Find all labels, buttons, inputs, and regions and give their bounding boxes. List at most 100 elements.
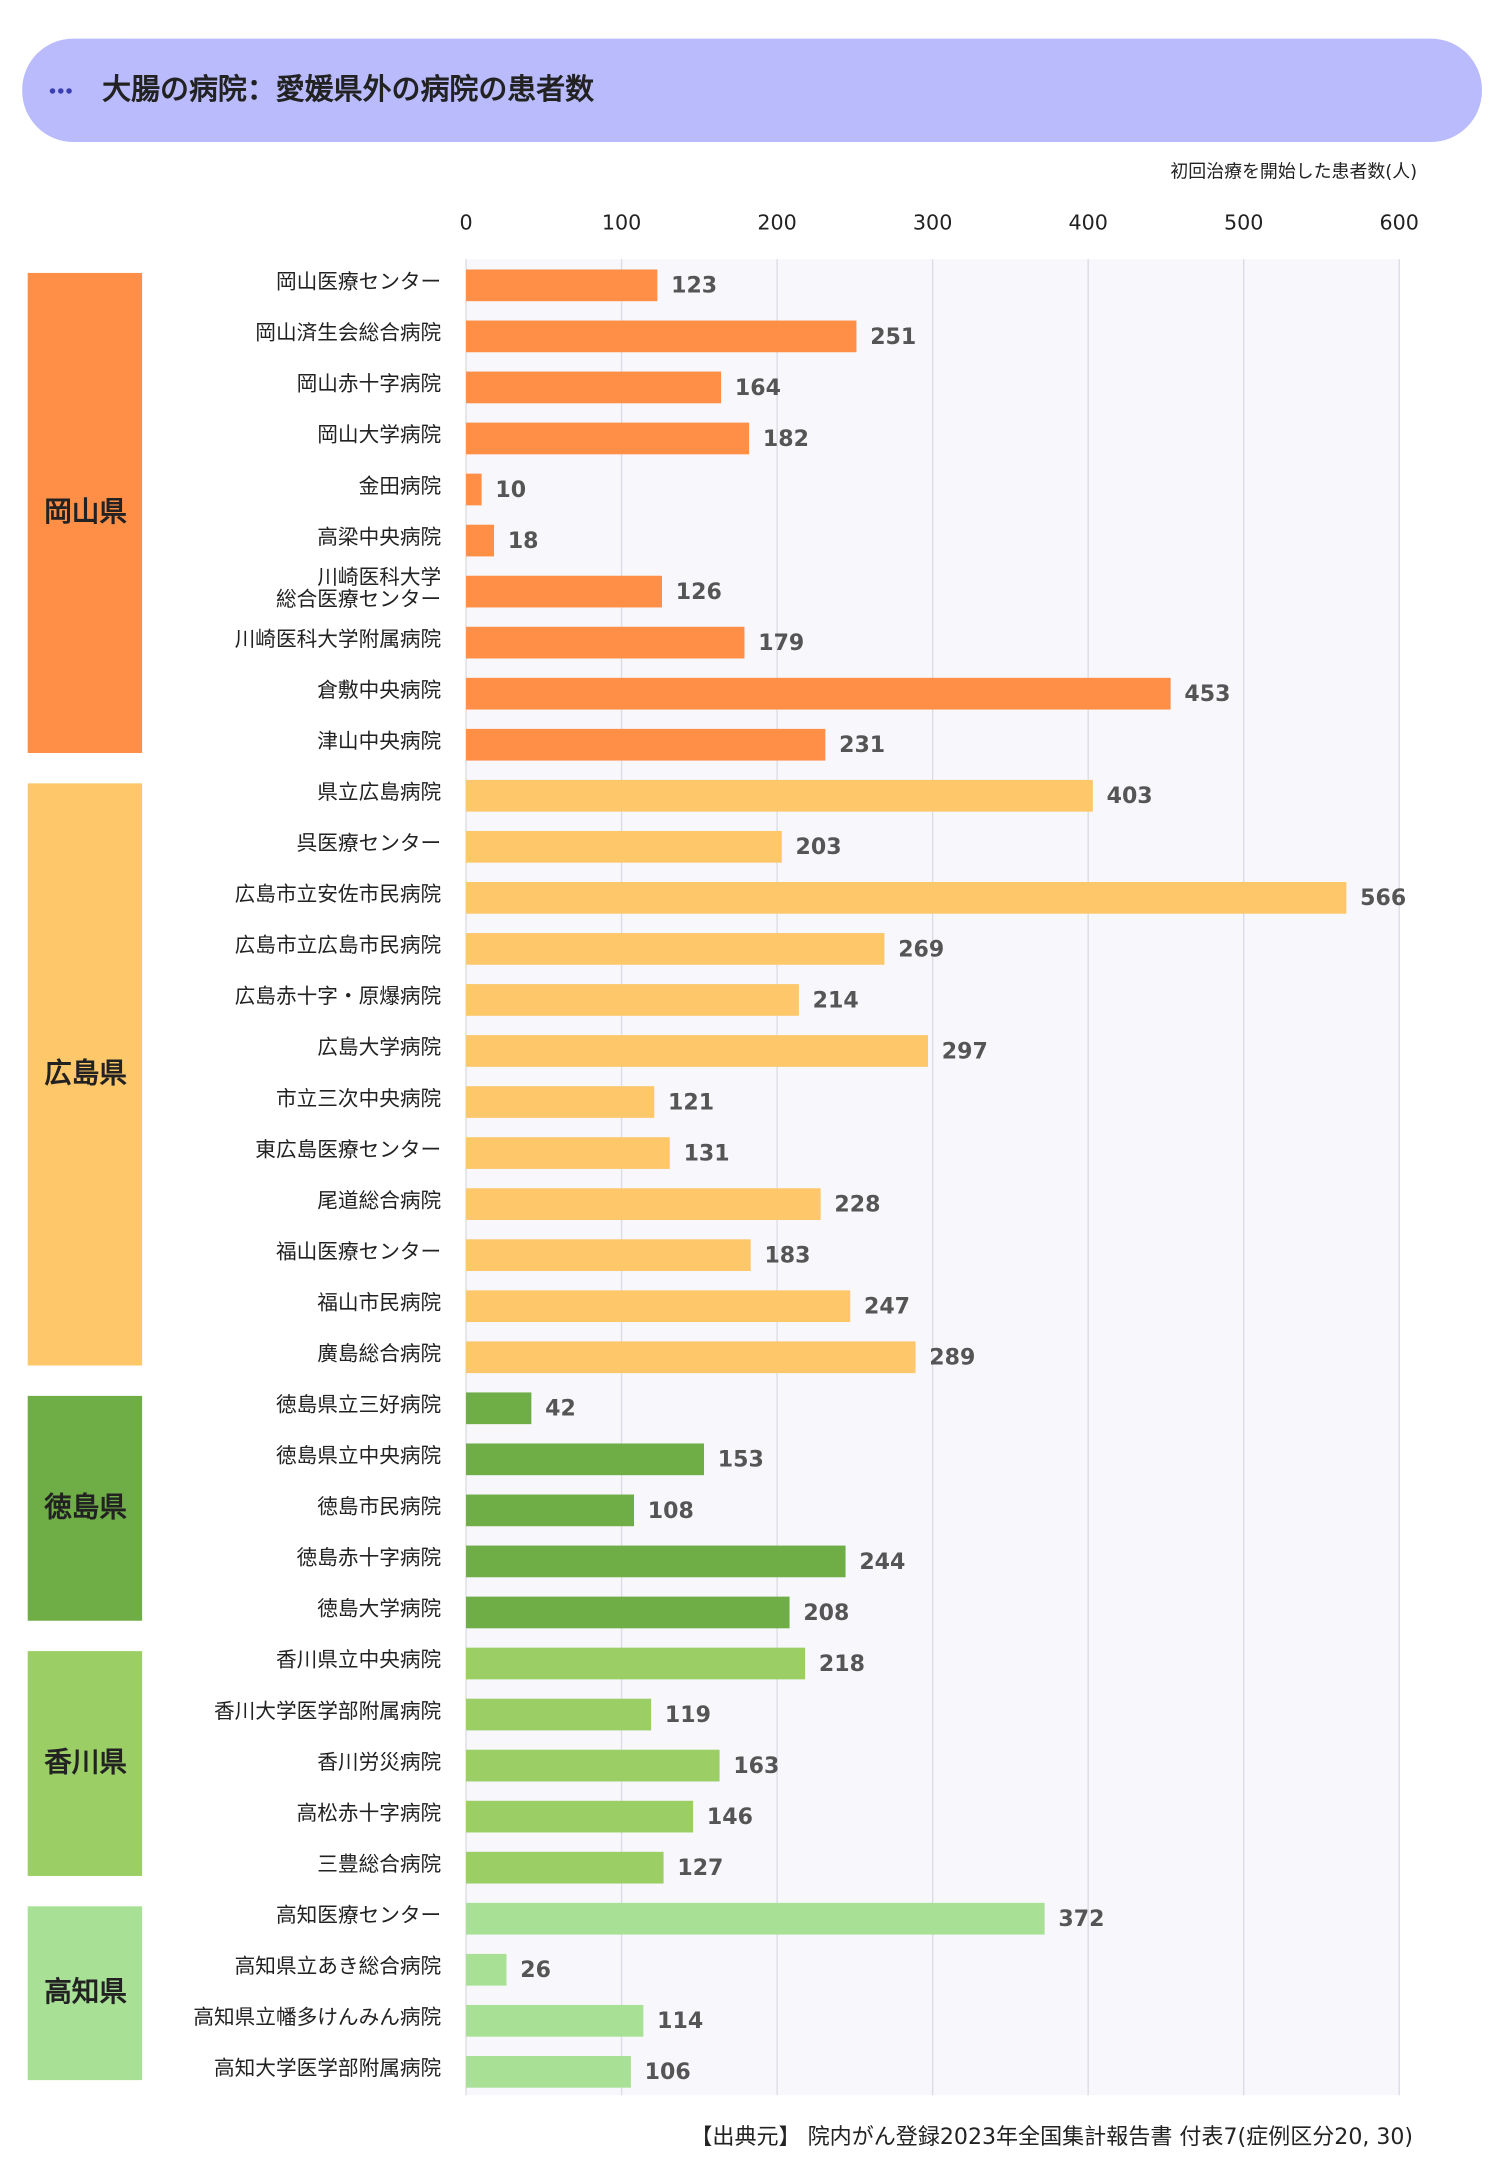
value-label: 203 [796, 835, 842, 860]
bar [466, 1647, 806, 1680]
category-label: 東広島医療センター [255, 1137, 441, 1161]
group-label: 徳島県 [43, 1491, 127, 1523]
value-label: 269 [898, 937, 944, 962]
category-label: 福山医療センター [276, 1239, 441, 1263]
category-label: 広島市立広島市民病院 [235, 933, 442, 957]
value-label: 214 [813, 988, 859, 1013]
x-tick-label: 600 [1380, 210, 1419, 234]
bar [466, 626, 745, 659]
bar [466, 1392, 532, 1425]
value-label: 42 [545, 1397, 576, 1422]
bar [466, 269, 658, 302]
category-label: 岡山大学病院 [317, 423, 441, 447]
category-label: 徳島県立中央病院 [276, 1444, 441, 1468]
category-label: 徳島県立三好病院 [276, 1393, 441, 1417]
group-block [27, 272, 143, 753]
group-block [27, 1395, 143, 1621]
bar [466, 677, 1171, 710]
value-label: 127 [677, 1856, 723, 1881]
bar [466, 1188, 821, 1220]
bar [466, 320, 857, 353]
bar [466, 1800, 694, 1833]
header [22, 38, 1482, 142]
value-label: 106 [645, 2060, 691, 2085]
value-label: 403 [1107, 784, 1153, 809]
category-label: 徳島市民病院 [317, 1495, 441, 1519]
x-tick-label: 200 [757, 210, 796, 234]
group-block [27, 1651, 143, 1876]
value-label: 119 [665, 1703, 711, 1728]
bar [466, 1494, 635, 1527]
category-label: 高知医療センター [276, 1903, 441, 1927]
category-label: 川崎医科大学附属病院 [235, 627, 442, 651]
bar [466, 473, 482, 506]
bar [466, 1698, 652, 1731]
category-label: 香川大学医学部附属病院 [214, 1699, 441, 1723]
value-label: 453 [1184, 682, 1230, 707]
category-label: 高梁中央病院 [317, 525, 441, 549]
category-label: 香川県立中央病院 [276, 1648, 441, 1672]
bar [466, 575, 663, 608]
value-label: 251 [870, 325, 916, 350]
group-label: 香川県 [44, 1747, 127, 1779]
value-label: 218 [819, 1652, 865, 1677]
value-label: 121 [668, 1090, 714, 1115]
value-label: 114 [657, 2009, 703, 2034]
category-label: 高知県立幡多けんみん病院 [193, 2005, 441, 2029]
bar [466, 422, 750, 455]
category-label: 高知県立あき総合病院 [235, 1954, 442, 1978]
group-block [27, 783, 143, 1366]
category-label: 津山中央病院 [317, 729, 441, 753]
x-axis-label: 初回治療を開始した患者数(人) [1170, 161, 1417, 182]
value-label: 183 [764, 1244, 810, 1269]
category-label: 高松赤十字病院 [297, 1801, 442, 1825]
bar [466, 371, 722, 404]
bar [466, 933, 885, 965]
value-label: 182 [763, 427, 809, 452]
x-tick-label: 500 [1224, 210, 1263, 234]
bar [466, 1137, 670, 1169]
category-label: 広島大学病院 [317, 1035, 441, 1059]
category-label: 金田病院 [359, 474, 442, 498]
bar [466, 2004, 644, 2037]
value-label: 297 [942, 1039, 988, 1064]
category-label: 倉敷中央病院 [317, 678, 441, 702]
group-block [27, 1906, 143, 2081]
category-label: 県立広島病院 [317, 780, 441, 804]
value-label: 208 [803, 1601, 849, 1626]
value-label: 131 [684, 1141, 730, 1166]
bar [466, 1545, 846, 1578]
value-label: 231 [839, 733, 885, 758]
x-tick-label: 0 [459, 210, 472, 234]
group-label: 高知県 [44, 1976, 127, 2008]
bar [466, 2055, 631, 2088]
category-label: 徳島大学病院 [317, 1597, 441, 1621]
category-label: 福山市民病院 [317, 1290, 441, 1314]
bar [466, 984, 799, 1016]
bar [466, 1851, 664, 1884]
bar [466, 728, 826, 761]
bar [466, 1596, 790, 1629]
bar [466, 1749, 720, 1782]
bar [466, 1443, 705, 1476]
bar [466, 1290, 851, 1323]
category-label: 広島市立安佐市民病院 [235, 882, 442, 906]
bar [466, 1953, 507, 1986]
value-label: 244 [859, 1550, 905, 1575]
value-label: 146 [707, 1805, 753, 1830]
value-label: 179 [758, 631, 804, 656]
category-label: 川崎医科大学総合医療センター [276, 565, 441, 611]
category-label: 香川労災病院 [317, 1750, 441, 1774]
bar [466, 1239, 751, 1272]
value-label: 108 [648, 1499, 694, 1524]
x-tick-label: 300 [913, 210, 952, 234]
bar [466, 524, 495, 557]
value-label: 289 [929, 1346, 975, 1371]
value-label: 123 [671, 274, 717, 299]
bar [466, 830, 782, 863]
bar [466, 1086, 655, 1118]
value-label: 566 [1360, 886, 1406, 911]
value-label: 228 [834, 1192, 880, 1217]
bar [466, 1035, 928, 1067]
